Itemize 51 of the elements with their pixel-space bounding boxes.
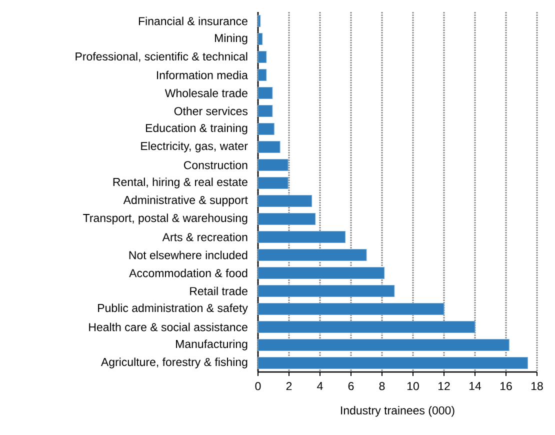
y-tick-label: Mining bbox=[215, 34, 248, 44]
y-tick-label: Professional, scientific & technical bbox=[76, 52, 248, 62]
x-axis-title: Industry trainees (000) bbox=[341, 406, 454, 417]
bar bbox=[258, 68, 267, 82]
x-tick-label: 2 bbox=[286, 382, 292, 390]
x-tick-label: 14 bbox=[469, 382, 482, 390]
y-tick-label: Information media bbox=[156, 70, 248, 80]
bar bbox=[258, 212, 316, 226]
bar bbox=[258, 302, 444, 316]
x-tick-label: 12 bbox=[438, 382, 450, 390]
y-tick-label: Transport, postal & warehousing bbox=[83, 214, 248, 224]
x-tick-label: 10 bbox=[407, 382, 419, 390]
y-tick-label: Rental, hiring & real estate bbox=[113, 178, 248, 188]
bar bbox=[258, 140, 280, 154]
y-tick-label: Agriculture, forestry & fishing bbox=[100, 358, 248, 368]
bar bbox=[258, 104, 273, 118]
bar bbox=[258, 248, 367, 262]
y-tick-label: Retail trade bbox=[190, 286, 248, 296]
x-tick-label: 18 bbox=[531, 382, 543, 390]
bar bbox=[258, 158, 288, 172]
bar bbox=[258, 194, 312, 208]
y-tick-label: Administrative & support bbox=[123, 196, 248, 206]
y-tick-label: Accommodation & food bbox=[129, 268, 248, 278]
bar bbox=[258, 356, 528, 370]
x-tick-label: 0 bbox=[255, 382, 261, 390]
y-tick-label: Manufacturing bbox=[176, 340, 248, 350]
bar bbox=[258, 230, 346, 244]
y-tick-label: Health care & social assistance bbox=[89, 322, 248, 332]
y-tick-label: Construction bbox=[184, 160, 248, 170]
y-tick-label: Not elsewhere included bbox=[129, 250, 248, 260]
y-tick-label: Education & training bbox=[146, 124, 248, 134]
y-tick-label: Other services bbox=[174, 106, 248, 116]
y-tick-label: Wholesale trade bbox=[164, 88, 248, 98]
bar bbox=[258, 284, 395, 298]
y-tick-label: Electricity, gas, water bbox=[141, 142, 248, 152]
y-tick-label: Arts & recreation bbox=[162, 232, 248, 242]
bar bbox=[258, 338, 510, 352]
bar bbox=[258, 32, 263, 46]
x-tick-label: 4 bbox=[317, 382, 323, 390]
x-tick-label: 6 bbox=[348, 382, 354, 390]
bar bbox=[258, 266, 385, 280]
bar bbox=[258, 320, 476, 334]
y-tick-label: Public administration & safety bbox=[98, 304, 248, 314]
x-tick-label: 8 bbox=[379, 382, 385, 390]
x-tick-label: 16 bbox=[500, 382, 512, 390]
bar bbox=[258, 86, 273, 100]
bar bbox=[258, 176, 288, 190]
bar bbox=[258, 122, 274, 136]
y-tick-label: Financial & insurance bbox=[138, 16, 248, 26]
bar bbox=[258, 14, 261, 28]
bar bbox=[258, 50, 267, 64]
